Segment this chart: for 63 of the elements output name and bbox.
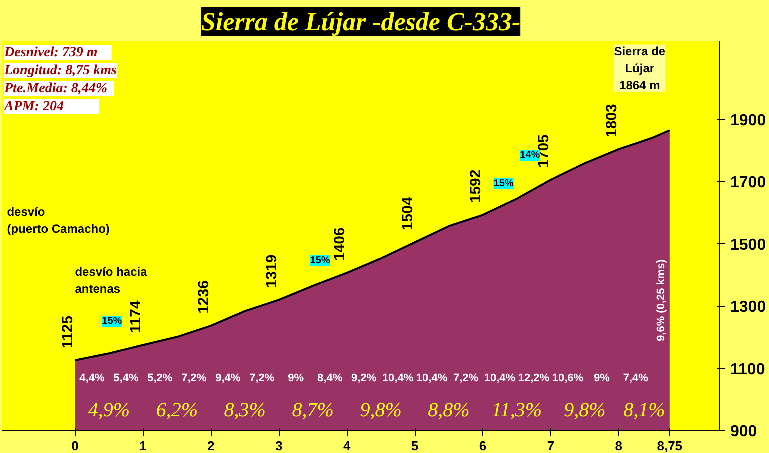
annotation: 9,8% bbox=[564, 400, 606, 422]
annotation: 8,8% bbox=[428, 400, 470, 422]
x-tick-label: 5 bbox=[411, 438, 419, 453]
annotation: Sierra de Lújar 1864 m bbox=[614, 44, 666, 92]
x-tick-label: 3 bbox=[275, 438, 283, 453]
annotation: Longitud: 8,75 kms bbox=[4, 64, 118, 78]
annotation: 10,4% bbox=[382, 372, 414, 384]
annotation: 7,4% bbox=[623, 372, 649, 384]
annotation: 15% bbox=[310, 255, 330, 266]
annotation: 9,6% (0,25 kms) bbox=[655, 259, 668, 342]
annotation: 14% bbox=[520, 150, 540, 162]
annotation: 9,8% bbox=[360, 400, 402, 422]
data-label: 1592 bbox=[467, 170, 484, 204]
data-label: 1504 bbox=[400, 196, 417, 231]
annotation: 15% bbox=[102, 316, 122, 328]
chart-title: Sierra de Lújar -desde C-333- bbox=[201, 8, 521, 36]
y-tick-label: 1300 bbox=[730, 299, 766, 316]
annotation: 4,4% bbox=[80, 372, 105, 384]
annotation: 9% bbox=[288, 372, 304, 384]
annotation: 10,4% bbox=[416, 372, 448, 384]
data-label: 1406 bbox=[332, 228, 349, 262]
y-tick-label: 1500 bbox=[730, 236, 766, 254]
annotation: 11,3% bbox=[492, 400, 542, 422]
annotation: 6,2% bbox=[156, 400, 198, 422]
annotation: 8,4% bbox=[318, 372, 343, 384]
data-label: 1125 bbox=[60, 316, 77, 348]
y-tick-label: 1700 bbox=[730, 174, 766, 192]
x-tick-label: 6 bbox=[479, 438, 487, 453]
annotation: 7,2% bbox=[453, 372, 479, 384]
x-tick-label: 8 bbox=[615, 438, 623, 453]
x-tick-label: 7 bbox=[547, 438, 555, 453]
x-tick-label: 4 bbox=[343, 438, 352, 453]
annotation: Desnivel: 739 m bbox=[4, 46, 98, 60]
y-tick-label: 1100 bbox=[730, 361, 766, 378]
annotation: 10,6% bbox=[552, 372, 584, 384]
x-tick-label: 1 bbox=[140, 438, 147, 453]
x-tick-label: 8,75 bbox=[657, 438, 683, 453]
x-tick-label: 0 bbox=[72, 438, 79, 453]
annotation: 10,4% bbox=[484, 372, 516, 384]
y-tick-label: 1900 bbox=[730, 112, 766, 130]
annotation: 8,7% bbox=[292, 400, 334, 422]
annotation: 12,2% bbox=[518, 372, 550, 384]
annotation: 8,3% bbox=[224, 400, 266, 422]
annotation: 15% bbox=[494, 178, 514, 190]
annotation: 8,1% bbox=[624, 400, 666, 422]
data-label: 1803 bbox=[603, 104, 620, 138]
annotation: 5,4% bbox=[114, 372, 139, 384]
annotation: Pte.Media: 8,44% bbox=[4, 82, 108, 96]
annotation: APM: 204 bbox=[4, 100, 64, 114]
annotation: 9,2% bbox=[352, 372, 377, 384]
annotation: 7,2% bbox=[250, 372, 275, 384]
data-label: 1319 bbox=[264, 254, 281, 288]
annotation: 9,4% bbox=[216, 372, 241, 384]
annotation: 9% bbox=[594, 372, 610, 384]
x-tick-label: 2 bbox=[208, 438, 215, 453]
y-tick-label: 900 bbox=[730, 424, 758, 440]
annotation: desvío (puerto Camacho) bbox=[7, 205, 110, 236]
data-label: 1236 bbox=[196, 280, 213, 314]
annotation: 4,9% bbox=[88, 400, 130, 422]
annotation: 7,2% bbox=[182, 372, 207, 384]
annotation: 5,2% bbox=[148, 372, 173, 384]
annotation: desvío hacia antenas bbox=[75, 265, 148, 296]
data-label: 1174 bbox=[128, 300, 145, 334]
